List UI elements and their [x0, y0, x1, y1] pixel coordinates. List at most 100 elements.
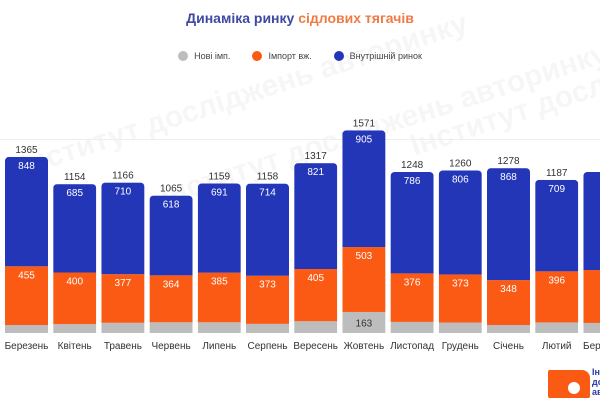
chart-title: Динаміка ринку сідлових тягачів: [0, 10, 600, 26]
bar-segment: [246, 183, 289, 276]
bar-segment: [487, 280, 530, 326]
logo-pie-icon: [566, 380, 582, 396]
bar-segment: [535, 322, 579, 333]
bar-segment: [5, 325, 48, 333]
x-tick-label: Серпень: [247, 341, 287, 352]
legend-item-new[interactable]: Нові імп.: [178, 51, 230, 61]
x-tick-label: Жовтень: [344, 341, 385, 352]
x-tick-label: Лютий: [542, 341, 572, 352]
bar-segment: [197, 322, 241, 333]
legend: Нові імп. Імпорт вж. Внутрішній ринок: [0, 51, 600, 61]
x-tick-label: Січень: [493, 341, 524, 352]
legend-dot: [252, 51, 263, 61]
legend-label: Нові імп.: [194, 51, 231, 61]
x-tick-label: Квітень: [58, 341, 92, 352]
bar-segment: [342, 311, 386, 333]
x-tick-label: Вересень: [293, 341, 338, 352]
data-label: 905: [356, 134, 373, 145]
bar-segment: [5, 266, 48, 326]
data-label: 848: [18, 161, 35, 172]
bar-segment: [438, 170, 482, 275]
total-label: 1278: [497, 156, 520, 167]
data-label: 400: [66, 276, 83, 287]
data-label: 373: [452, 278, 469, 289]
bar-segment: [390, 172, 434, 274]
data-label: 364: [163, 279, 180, 290]
bar-segment: [53, 184, 97, 273]
bar-segment: [101, 322, 145, 333]
data-label: 348: [500, 284, 517, 295]
bar-segment: [5, 156, 48, 267]
data-label: 710: [115, 187, 132, 198]
bar-segment: [149, 195, 193, 276]
bar-segment: [535, 271, 579, 323]
logo-text: Індоав: [592, 367, 600, 397]
title-part2: сідлових тягачів: [298, 10, 414, 26]
x-tick-label: Червень: [151, 341, 190, 352]
data-label: 373: [259, 280, 276, 291]
bar-segment: [390, 321, 434, 333]
total-label: 1365: [15, 145, 38, 156]
data-label: 806: [452, 174, 469, 185]
total-label: 1248: [401, 160, 424, 171]
x-tick-label: Липень: [202, 341, 236, 352]
bar-segment: [197, 272, 241, 323]
bar-segment: [53, 324, 97, 333]
data-label: 455: [18, 270, 35, 281]
bar-segment: [342, 130, 386, 248]
bar-segment: [197, 183, 241, 273]
data-label: 503: [356, 251, 373, 262]
data-label: 618: [163, 200, 180, 211]
total-label: 1187: [546, 168, 568, 179]
data-label: 685: [66, 188, 83, 199]
data-label: 821: [307, 167, 324, 178]
legend-dot: [333, 51, 344, 61]
total-label: 1317: [305, 151, 328, 162]
total-label: 1158: [257, 172, 279, 183]
data-label: 709: [548, 184, 565, 195]
total-label: 1065: [160, 184, 183, 195]
data-label: 691: [211, 187, 228, 198]
bar-segment: [101, 274, 145, 323]
bar-segment: [438, 322, 482, 333]
data-label: 405: [307, 273, 324, 284]
bar-segment: [149, 322, 193, 333]
x-tick-label: Грудень: [442, 341, 479, 352]
data-label: 714: [259, 188, 276, 199]
bar-segment: [294, 163, 338, 270]
data-label: 376: [404, 277, 421, 288]
total-label: 1260: [449, 158, 472, 169]
total-label: 1159: [209, 171, 231, 182]
bar-segment: [53, 272, 97, 325]
bar-segment: [149, 275, 193, 323]
bar-segment: [246, 323, 289, 333]
data-label: 868: [500, 172, 517, 183]
bar-segment: [535, 179, 579, 272]
bar-segment: [438, 274, 482, 323]
title-part1: Динаміка ринку: [186, 10, 295, 26]
data-label: 385: [211, 277, 228, 288]
data-label: 377: [115, 278, 132, 289]
bar-segment: [583, 270, 600, 323]
total-label: 1571: [353, 118, 376, 129]
legend-item-domestic[interactable]: Внутрішній ринок: [333, 51, 422, 61]
bar-segment: [101, 182, 145, 275]
legend-item-import[interactable]: Імпорт вж.: [252, 51, 312, 61]
data-label: 786: [404, 176, 421, 187]
bar-segment: [390, 273, 434, 322]
x-tick-label: Травень: [104, 341, 142, 352]
bar-segment: [487, 168, 530, 281]
bar-segment: [294, 269, 338, 322]
bar-segment: [342, 247, 386, 312]
bar-segment: [583, 322, 600, 333]
x-tick-label: Березень: [583, 341, 600, 352]
bar-segment: [294, 321, 338, 333]
total-label: 1166: [112, 171, 134, 182]
bar-segment: [246, 275, 289, 324]
data-label: 163: [356, 318, 373, 329]
x-tick-label: Березень: [5, 341, 49, 352]
bar-segment: [487, 325, 530, 333]
total-label: 1154: [64, 172, 86, 183]
legend-dot: [178, 51, 189, 61]
